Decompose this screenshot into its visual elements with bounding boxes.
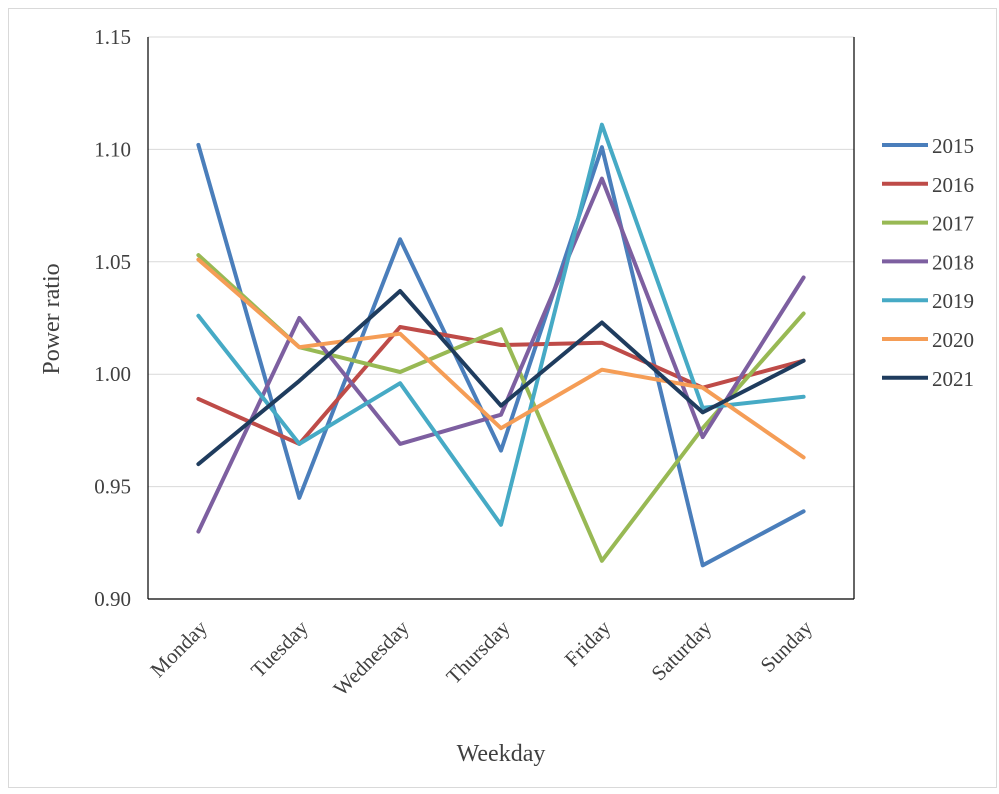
x-tick-label: Thursday — [441, 615, 514, 688]
line-chart: 0.90 0.95 1.00 1.05 1.10 1.15 Monday Tuesday Wed… — [39, 25, 974, 767]
x-tick-label: Sunday — [756, 615, 818, 677]
y-tick-label: 0.95 — [94, 475, 131, 499]
chart-frame: 0.90 0.95 1.00 1.05 1.10 1.15 Monday Tuesday Wed… — [8, 8, 997, 788]
x-axis-title: Weekday — [457, 741, 546, 767]
legend-label: 2016 — [932, 173, 974, 197]
series-line-2019 — [196, 122, 806, 527]
axes — [147, 37, 855, 600]
legend-label: 2017 — [932, 212, 974, 236]
series-line-2018 — [196, 176, 806, 534]
legend: 2015 2016 2017 2018 2019 2020 2021 — [882, 134, 974, 391]
legend-label: 2020 — [932, 328, 974, 352]
x-tick-label: Saturday — [646, 615, 716, 685]
legend-label: 2018 — [932, 250, 974, 274]
y-tick-label: 1.15 — [94, 25, 131, 49]
x-tick-label: Monday — [145, 615, 212, 682]
series-lines — [196, 122, 806, 568]
y-tick-label: 1.00 — [94, 362, 131, 386]
legend-label: 2019 — [932, 289, 974, 313]
y-axis-title: Power ratio — [39, 263, 65, 374]
x-tick-label: Wednesday — [329, 615, 414, 700]
gridlines — [148, 36, 854, 600]
series-line-2015 — [196, 142, 806, 568]
y-tick-label: 1.10 — [94, 137, 131, 161]
x-tick-label: Tuesday — [246, 615, 313, 682]
y-tick-label: 1.05 — [94, 250, 131, 274]
series-line-2021 — [196, 289, 806, 467]
series-line-2020 — [196, 257, 806, 460]
legend-label: 2021 — [932, 367, 974, 391]
legend-label: 2015 — [932, 134, 974, 158]
x-tick-label: Friday — [560, 615, 616, 671]
y-tick-label: 0.90 — [94, 587, 131, 611]
